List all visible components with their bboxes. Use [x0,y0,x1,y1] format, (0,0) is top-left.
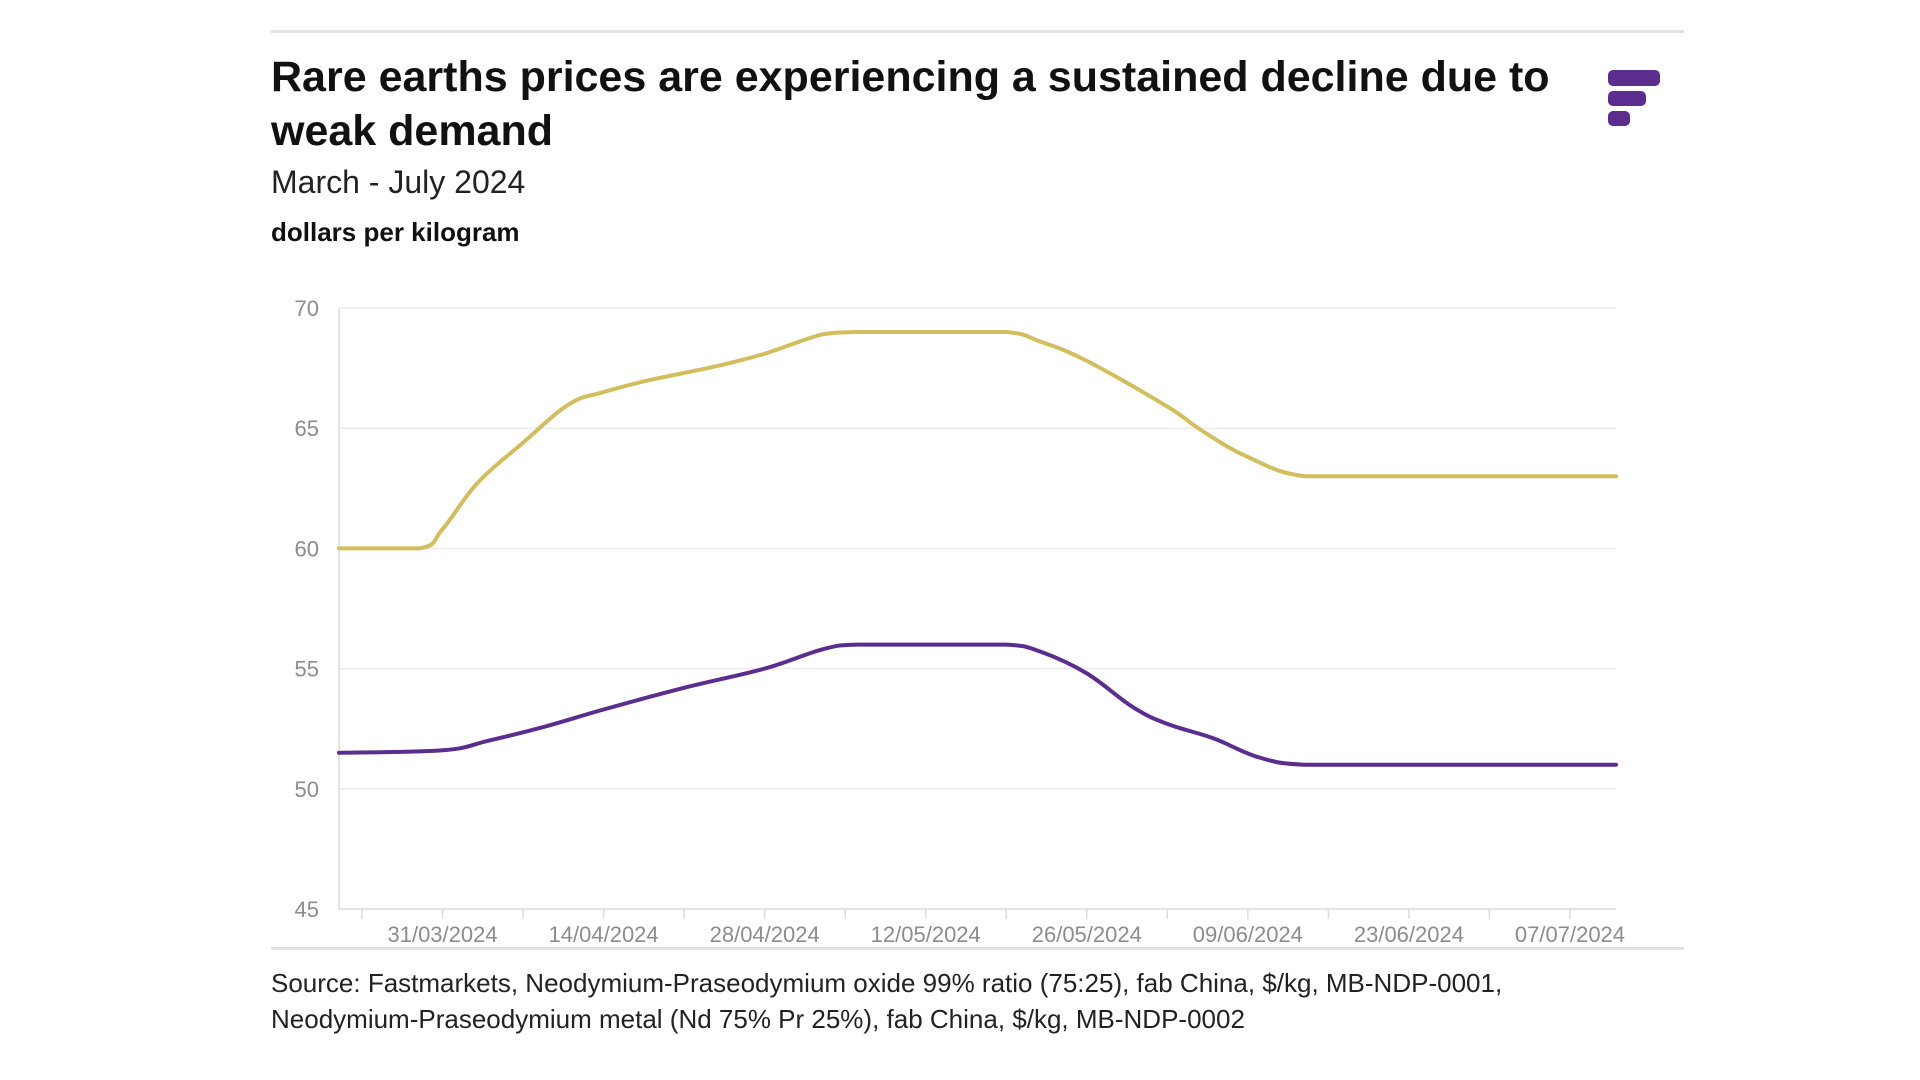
source-note: Source: Fastmarkets, Neodymium-Praseodym… [271,965,1684,1037]
line-chart: 70 65 60 55 50 45 31/03/2024 14/04/2024 28/04/20… [295,296,1626,947]
logo-bar-bottom [1608,111,1630,126]
x-tick-label: 09/06/2024 [1193,922,1303,947]
x-tick-label: 26/05/2024 [1032,922,1142,947]
x-tick-label: 07/07/2024 [1515,922,1625,947]
chart-subtitle: March - July 2024 [271,164,526,200]
y-tick-label: 65 [295,416,319,441]
fastmarkets-logo-icon [1606,68,1666,132]
top-divider [271,30,1684,33]
y-axis-unit-label: dollars per kilogram [271,217,520,247]
source-line-2: Neodymium-Praseodymium metal (Nd 75% Pr … [271,1004,1245,1034]
chart-plot-area: 70 65 60 55 50 45 31/03/2024 14/04/2024 28/04/20… [271,260,1684,947]
source-line-1: Source: Fastmarkets, Neodymium-Praseodym… [271,968,1503,998]
series-line-1 [337,330,1618,551]
y-tick-label: 50 [295,777,319,802]
x-tick-label: 31/03/2024 [387,922,497,947]
x-tick-label: 14/04/2024 [549,922,659,947]
chart-card: Rare earths prices are experiencing a su… [271,30,1684,1034]
x-tick-label: 12/05/2024 [871,922,981,947]
x-tick-label: 23/06/2024 [1354,922,1464,947]
logo-bar-middle [1608,91,1646,106]
logo-bar-top [1608,70,1660,86]
bottom-divider [271,947,1684,950]
x-tick-label: 28/04/2024 [710,922,820,947]
y-tick-label: 70 [295,296,319,321]
y-tick-label: 60 [295,536,319,561]
chart-title: Rare earths prices are experiencing a su… [271,53,1550,155]
y-tick-label: 55 [295,657,319,682]
fastmarkets-logo-icon-graphic [1608,70,1660,126]
series-line-2 [337,642,1618,767]
y-tick-label: 45 [295,897,319,922]
